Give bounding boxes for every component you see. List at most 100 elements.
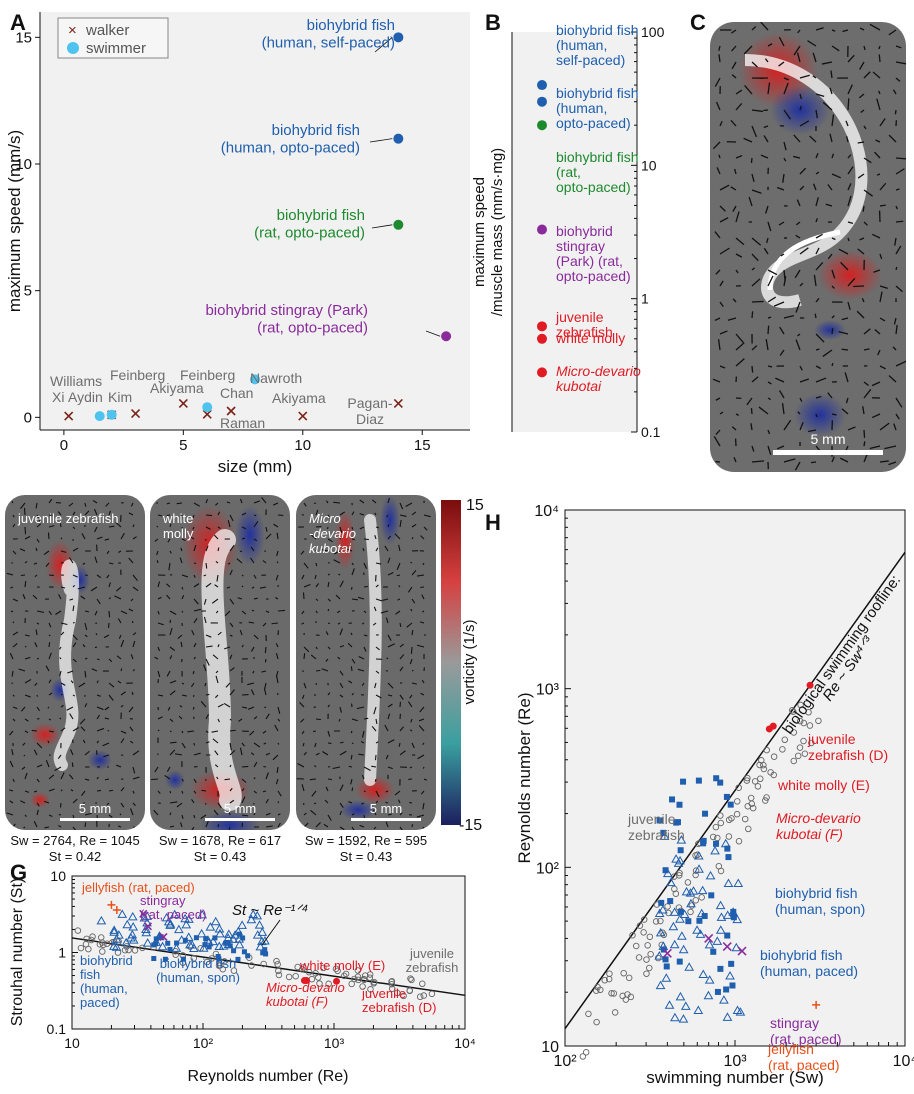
flow-caption: Sw = 1592, Re = 595 xyxy=(305,833,427,848)
velocity-arrow xyxy=(423,767,424,769)
panel-a-xlabel: size (mm) xyxy=(218,457,293,476)
velocity-arrow xyxy=(352,743,353,744)
y-tick-label: 10 xyxy=(50,868,66,884)
walker-label: Kim xyxy=(108,389,132,405)
velocity-arrow xyxy=(853,286,864,287)
velocity-arrow xyxy=(277,562,278,563)
data-point xyxy=(441,331,451,341)
velocity-arrow xyxy=(364,586,368,587)
annotation-label: white molly (E) xyxy=(299,958,385,973)
x-tick-label: 10⁴ xyxy=(454,1035,476,1051)
velocity-arrow xyxy=(815,314,816,318)
velocity-arrow xyxy=(37,695,38,697)
biohybrid-spon-point xyxy=(263,951,268,956)
fit-equation: St ~ Re⁻¹ᐟ⁴ xyxy=(232,902,308,919)
velocity-arrow xyxy=(752,366,753,373)
velocity-arrow xyxy=(240,551,242,552)
data-point xyxy=(537,80,547,90)
velocity-arrow xyxy=(85,658,87,659)
velocity-arrow xyxy=(751,158,752,163)
y-tick-label: 0 xyxy=(24,409,32,426)
velocity-arrow xyxy=(411,647,412,654)
velocity-arrow xyxy=(48,533,49,539)
y-tick-label: 0.1 xyxy=(47,1021,67,1037)
velocity-arrow xyxy=(316,563,317,566)
velocity-arrow xyxy=(194,815,195,818)
biohybrid-spon-point xyxy=(715,989,721,995)
biohybrid-spon-point xyxy=(669,796,675,802)
velocity-arrow xyxy=(97,790,101,791)
velocity-arrow xyxy=(412,670,413,671)
swimmer-label: Feinberg xyxy=(180,367,235,383)
velocity-arrow xyxy=(410,767,412,768)
scale-label: 5 mm xyxy=(224,801,257,816)
panel-g-xlabel: Reynolds number (Re) xyxy=(188,1068,349,1085)
velocity-arrow xyxy=(763,110,768,111)
biohybrid-spon-point xyxy=(678,847,684,853)
y-tick-label: 100 xyxy=(641,24,665,40)
velocity-arrow xyxy=(832,363,833,366)
x-tick-label: 10⁴ xyxy=(893,1053,914,1070)
velocity-arrow xyxy=(338,574,340,575)
velocity-arrow xyxy=(328,609,329,611)
velocity-arrow xyxy=(61,538,62,539)
biohybrid-spon-point xyxy=(701,838,707,844)
velocity-arrow xyxy=(896,267,897,270)
velocity-arrow xyxy=(278,743,279,744)
biohybrid-spon-point xyxy=(677,802,683,808)
scale-label: 5 mm xyxy=(370,801,403,816)
biohybrid-spon-point xyxy=(724,933,730,939)
velocity-arrow xyxy=(751,408,752,414)
biohybrid-spon-point xyxy=(174,941,179,946)
panel-g-ylabel: Strouhal number (St) xyxy=(9,878,26,1027)
walker-label: Chan xyxy=(220,385,253,401)
biohybrid-spon-point xyxy=(183,938,188,943)
velocity-arrow xyxy=(206,515,212,516)
annotation-label: biohybrid fish(human, spon) xyxy=(156,956,240,985)
biohybrid-spon-point xyxy=(231,948,236,953)
biohybrid-spon-point xyxy=(680,779,686,785)
x-tick-label: 10 xyxy=(64,1035,80,1051)
flow-caption: Sw = 1678, Re = 617 xyxy=(159,833,281,848)
biohybrid-spon-point xyxy=(663,867,669,873)
velocity-arrow xyxy=(121,668,122,671)
biohybrid-spon-point xyxy=(717,966,723,972)
panel-h-ylabel: Reynolds number (Re) xyxy=(515,692,534,863)
biohybrid-spon-point xyxy=(708,892,714,898)
legend-swimmer-marker xyxy=(67,42,79,54)
flow-field-name: juvenile zebrafish xyxy=(17,511,118,526)
biohybrid-spon-point xyxy=(664,963,670,969)
velocity-arrow xyxy=(25,581,26,587)
velocity-arrow xyxy=(206,563,207,569)
velocity-arrow xyxy=(109,611,110,617)
velocity-arrow xyxy=(201,790,206,791)
scale-label: 5 mm xyxy=(79,801,112,816)
highlight-point xyxy=(766,725,773,732)
velocity-arrow xyxy=(72,762,73,767)
y-tick-label: 1 xyxy=(641,291,649,307)
velocity-arrow xyxy=(132,621,133,623)
velocity-arrow xyxy=(351,666,352,671)
panel-c-scale-label: 5 mm xyxy=(811,431,846,447)
legend-swimmer-label: swimmer xyxy=(86,40,146,57)
biohybrid-spon-point xyxy=(696,778,702,784)
velocity-arrow xyxy=(314,503,316,504)
velocity-arrow xyxy=(193,695,194,697)
velocity-arrow xyxy=(206,694,209,695)
velocity-arrow xyxy=(409,802,412,803)
velocity-arrow xyxy=(895,110,896,114)
annotation-label: white molly (E) xyxy=(777,777,870,793)
velocity-arrow xyxy=(399,743,400,747)
velocity-arrow xyxy=(848,98,849,110)
velocity-arrow xyxy=(73,622,75,623)
velocity-arrow xyxy=(242,538,245,539)
velocity-arrow xyxy=(351,731,352,733)
panel-letter-h: H xyxy=(485,510,501,535)
biohybrid-spon-point xyxy=(667,898,673,904)
velocity-arrow xyxy=(832,328,833,334)
